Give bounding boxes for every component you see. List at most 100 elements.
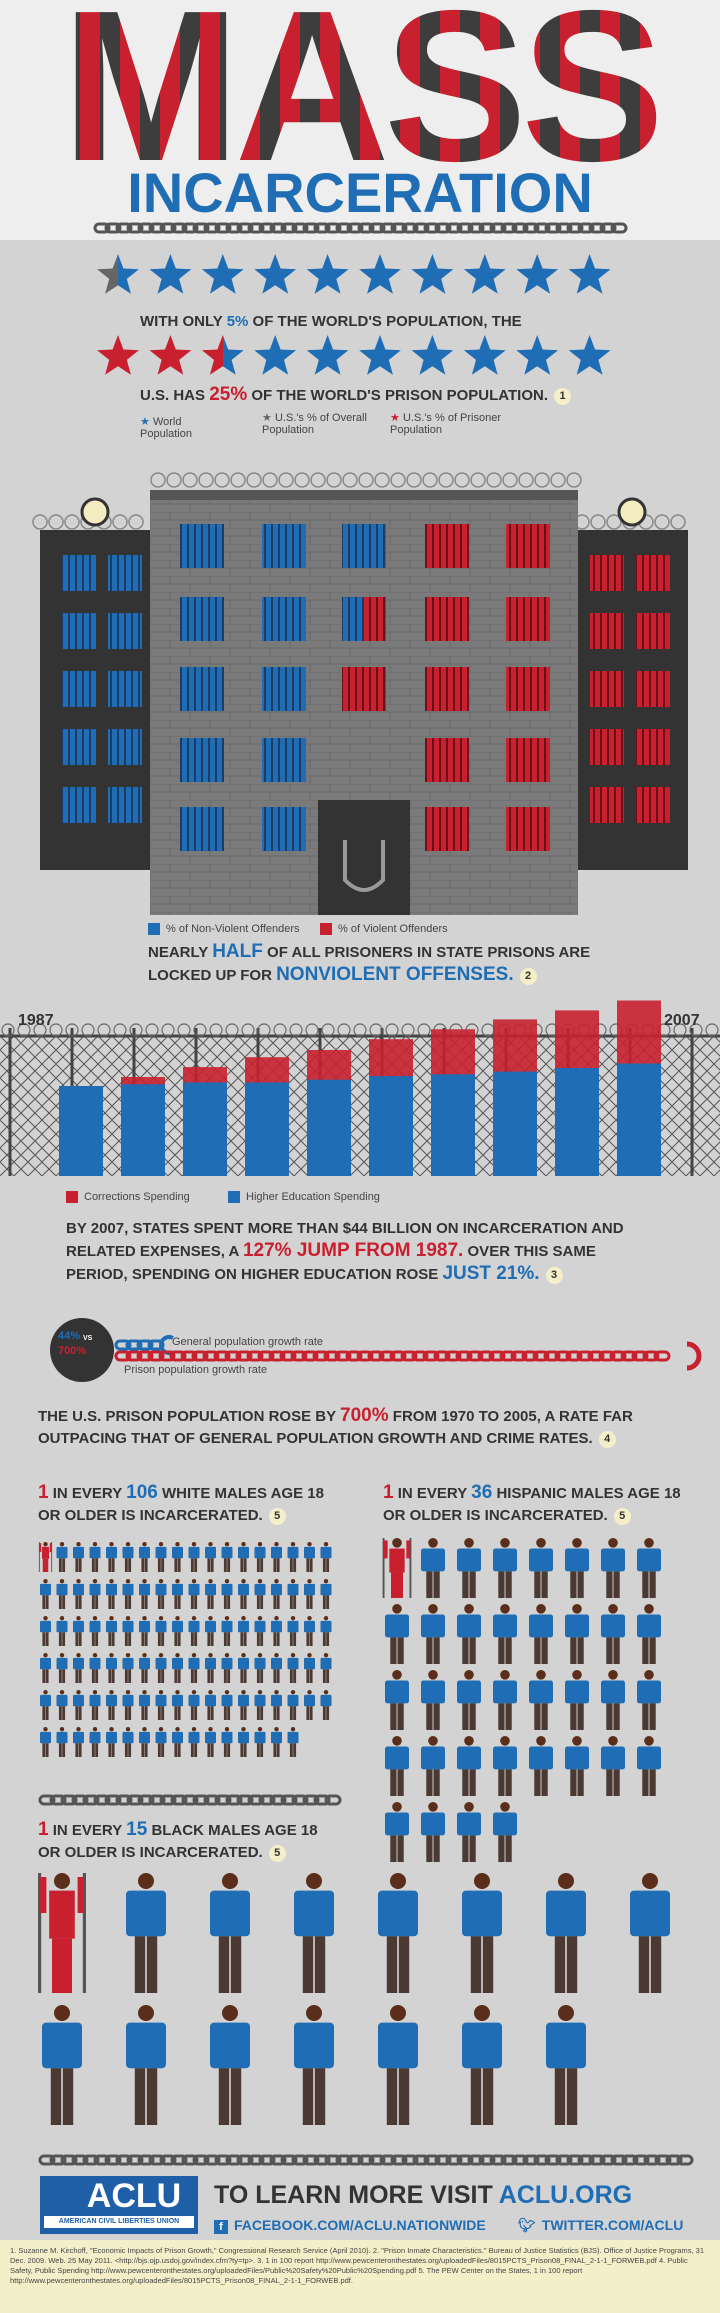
body — [122, 1583, 134, 1596]
text: NEARLY — [148, 944, 209, 961]
head — [224, 1579, 230, 1584]
chain-link — [313, 2154, 331, 2166]
leg — [243, 1743, 247, 1757]
window — [425, 667, 469, 711]
aclu-logo[interactable]: ACLU AMERICAN CIVIL LIBERTIES UNION — [40, 2176, 198, 2234]
bar-post — [51, 1542, 53, 1572]
body — [106, 1694, 117, 1707]
leg — [577, 1637, 584, 1664]
leg — [570, 1637, 577, 1664]
bar-post — [38, 1542, 40, 1572]
chain-link — [60, 1794, 78, 1806]
body — [238, 1546, 249, 1559]
leg — [144, 1632, 148, 1646]
chain-link — [257, 1350, 275, 1362]
link[interactable]: ACLU.ORG — [498, 2181, 633, 2209]
leg — [42, 1669, 46, 1683]
leg — [426, 1571, 433, 1598]
leg — [577, 1703, 584, 1730]
body — [601, 1746, 625, 1770]
razor-wire — [385, 1023, 399, 1037]
chain-link — [510, 1350, 528, 1362]
head — [323, 1690, 329, 1695]
body — [221, 1583, 233, 1596]
facebook-link[interactable]: f FACEBOOK.COM/ACLU.NATIONWIDE — [214, 2214, 486, 2236]
leg — [58, 1743, 62, 1757]
chain-link — [104, 222, 122, 234]
text: WHITE MALES AGE 18 OR OLDER IS INCARCERA… — [38, 1485, 324, 1524]
body — [238, 1657, 249, 1670]
lamp — [617, 497, 647, 527]
body — [421, 1680, 445, 1704]
leg — [161, 1706, 165, 1720]
body — [172, 1620, 183, 1633]
head — [59, 1690, 65, 1695]
chain-link — [577, 222, 595, 234]
body — [56, 1657, 68, 1670]
leg — [433, 1571, 440, 1598]
head — [54, 2005, 70, 2021]
head — [158, 1653, 164, 1658]
leg — [124, 1743, 128, 1757]
leg — [534, 1637, 541, 1664]
leg — [398, 1936, 410, 1993]
chain-link — [378, 1350, 396, 1362]
chain-link — [566, 2154, 584, 2166]
bar — [121, 1084, 165, 1176]
chain-link — [423, 2154, 441, 2166]
head — [241, 1690, 246, 1695]
chain-link — [532, 1350, 550, 1362]
head — [257, 1542, 263, 1547]
leg — [649, 1637, 656, 1664]
head — [536, 1670, 546, 1680]
head — [109, 1727, 114, 1732]
chain-link — [225, 222, 243, 234]
twitter-link[interactable]: 🐦︎ TWITTER.COM/ACLU — [518, 2217, 684, 2233]
star — [411, 335, 454, 375]
leg — [302, 2068, 314, 2125]
body — [205, 1731, 216, 1744]
arm — [49, 1543, 52, 1553]
body — [637, 1746, 661, 1770]
leg — [613, 1703, 620, 1730]
leg — [174, 1706, 178, 1720]
leg — [293, 1669, 297, 1683]
razor-wire — [129, 1023, 143, 1037]
leg — [210, 1632, 214, 1646]
chain-link — [324, 222, 342, 234]
chain-link — [269, 222, 287, 234]
leg — [111, 1632, 115, 1646]
razor-wire — [273, 1023, 287, 1037]
window — [262, 667, 306, 711]
footnotes: 1. Suzanne M. Kirchoff, "Economic Impact… — [10, 2246, 710, 2286]
head — [109, 1542, 114, 1547]
star — [306, 254, 349, 294]
razor-wire — [65, 1023, 79, 1037]
body — [155, 1583, 167, 1596]
leg — [470, 1936, 482, 1993]
leg — [190, 1558, 194, 1572]
ball — [50, 1318, 114, 1382]
leg — [141, 1706, 145, 1720]
head — [76, 1579, 81, 1584]
note: 5 — [613, 1507, 631, 1525]
head — [241, 1653, 246, 1658]
leg — [397, 1703, 404, 1730]
chain-link — [456, 222, 474, 234]
leg — [462, 1703, 469, 1730]
leg — [606, 1703, 613, 1730]
leg — [174, 1743, 178, 1757]
leg — [227, 1669, 231, 1683]
leg — [58, 1632, 62, 1646]
leg — [111, 1706, 115, 1720]
leg — [273, 1632, 277, 1646]
body — [106, 1620, 117, 1633]
chain-link — [148, 1794, 166, 1806]
body — [205, 1620, 216, 1633]
head — [222, 2005, 238, 2021]
window — [62, 787, 96, 823]
leg — [397, 1835, 404, 1862]
arm — [406, 1540, 411, 1559]
leg — [256, 1669, 260, 1683]
leg — [577, 1769, 584, 1796]
